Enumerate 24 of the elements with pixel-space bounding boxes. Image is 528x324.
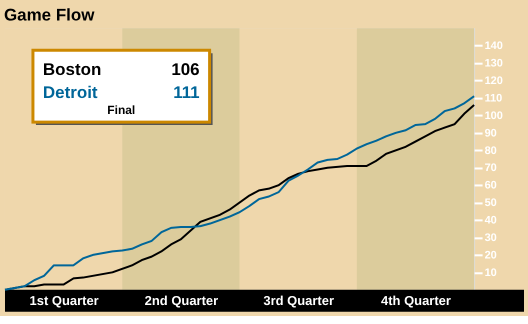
text: Boston (42, 60, 102, 80)
y-tick-label: 130 (484, 58, 503, 70)
x-tick-label: 3rd Quarter (263, 293, 334, 308)
y-tick-label: 120 (484, 75, 503, 88)
x-tick-label: 1st Quarter (30, 293, 99, 308)
x-tick-label: 2nd Quarter (144, 293, 218, 308)
y-tick-label: 90 (484, 127, 497, 140)
annotation: Final (107, 103, 136, 118)
y-tick-label: 10 (484, 266, 497, 279)
y-tick-label: 80 (484, 144, 497, 157)
y-tick-label: 110 (484, 92, 502, 104)
y-tick-label: 50 (484, 197, 497, 210)
annotation: 106 (171, 60, 200, 80)
y-tick-label: 40 (484, 214, 497, 227)
text: Detroit (42, 83, 98, 102)
y-tick-label: 70 (484, 162, 497, 174)
y-tick-label: 100 (484, 110, 503, 122)
y-tick-label: 30 (484, 232, 497, 244)
y-tick-label: 140 (484, 40, 503, 52)
y-tick-label: 60 (484, 180, 497, 192)
chart-title: Game Flow (4, 5, 96, 24)
y-tick-label: 20 (484, 249, 497, 262)
x-tick-label: 4th Quarter (381, 293, 451, 308)
annotation: 111 (173, 83, 200, 102)
